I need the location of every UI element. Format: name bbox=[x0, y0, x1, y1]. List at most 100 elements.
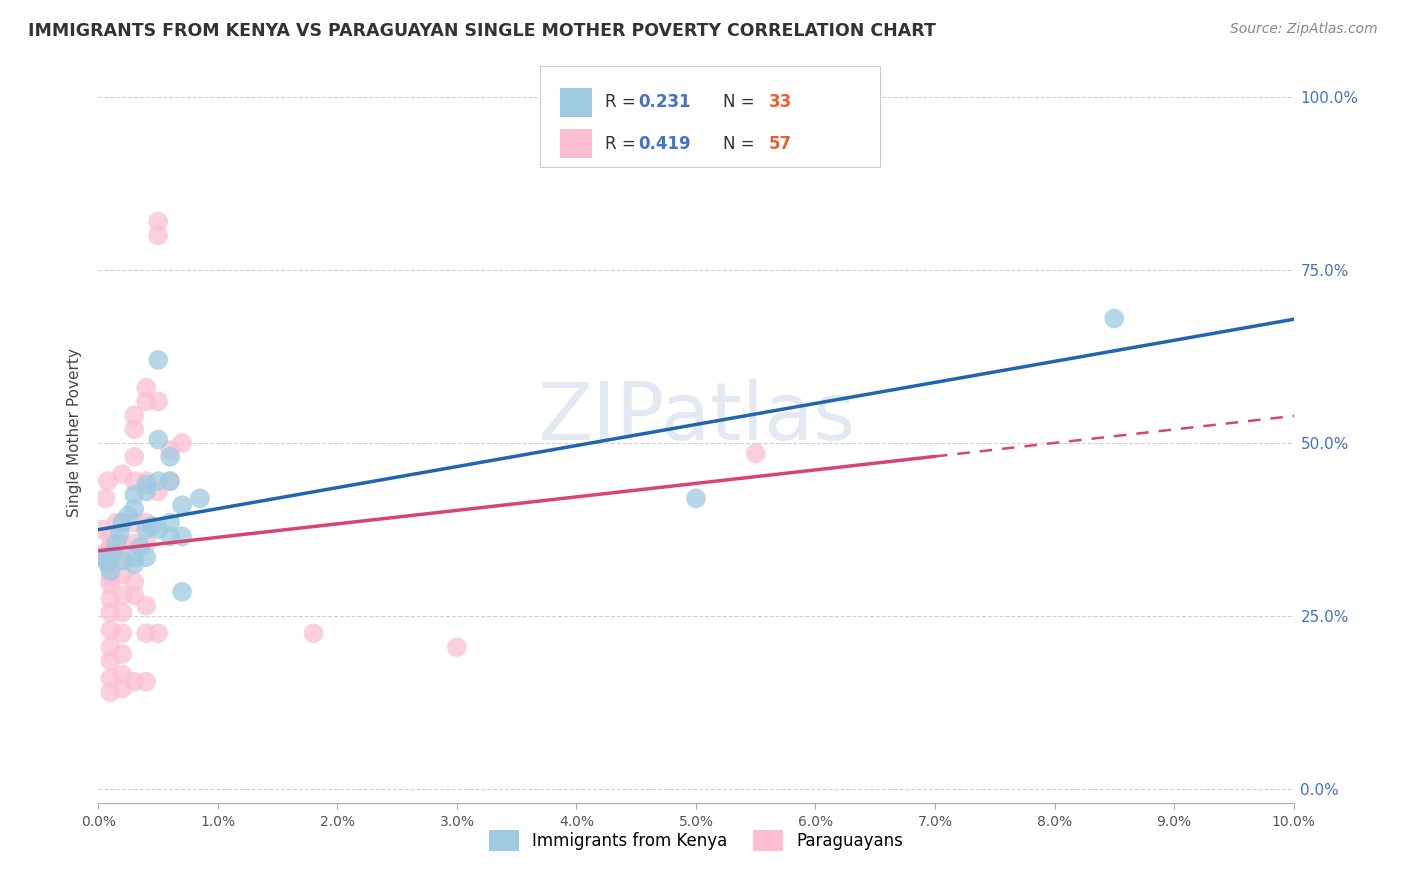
Text: 0.231: 0.231 bbox=[638, 94, 690, 112]
Point bbox=[111, 554, 134, 568]
Point bbox=[105, 536, 128, 550]
Point bbox=[124, 474, 146, 488]
Point bbox=[135, 523, 157, 537]
Point bbox=[105, 516, 128, 530]
Point bbox=[117, 508, 139, 523]
Point bbox=[148, 626, 170, 640]
Point bbox=[98, 654, 122, 668]
Point bbox=[124, 516, 146, 530]
Point bbox=[124, 557, 146, 571]
Point bbox=[91, 523, 114, 537]
Point bbox=[97, 557, 120, 571]
Point bbox=[111, 681, 134, 696]
Point bbox=[124, 488, 146, 502]
Point bbox=[98, 564, 122, 578]
Point bbox=[98, 671, 122, 685]
Point bbox=[159, 474, 181, 488]
Point bbox=[135, 381, 157, 395]
Point bbox=[124, 674, 146, 689]
Point bbox=[159, 450, 181, 464]
Point bbox=[124, 409, 146, 423]
Point bbox=[685, 491, 707, 506]
Point bbox=[129, 540, 152, 554]
Point bbox=[141, 519, 163, 533]
Point bbox=[98, 540, 122, 554]
Point bbox=[172, 436, 194, 450]
Point bbox=[148, 214, 170, 228]
Point bbox=[111, 516, 134, 530]
Point bbox=[98, 606, 122, 620]
Point bbox=[135, 484, 157, 499]
Point bbox=[188, 491, 211, 506]
Y-axis label: Single Mother Poverty: Single Mother Poverty bbox=[67, 348, 83, 517]
Point bbox=[135, 550, 157, 565]
Point bbox=[93, 547, 115, 561]
Point bbox=[172, 584, 194, 599]
Point bbox=[124, 574, 146, 589]
Point bbox=[111, 567, 134, 582]
Point bbox=[135, 394, 157, 409]
Point bbox=[148, 228, 170, 243]
Point bbox=[159, 516, 181, 530]
Point bbox=[111, 554, 134, 568]
Point bbox=[148, 433, 170, 447]
Point bbox=[111, 516, 134, 530]
Point bbox=[98, 560, 122, 574]
Text: N =: N = bbox=[723, 94, 761, 112]
Point bbox=[98, 571, 122, 585]
Point bbox=[96, 554, 118, 568]
Point bbox=[111, 588, 134, 602]
Point bbox=[124, 450, 146, 464]
Point bbox=[111, 467, 134, 482]
Point bbox=[108, 525, 131, 540]
Point bbox=[94, 491, 117, 506]
Point bbox=[111, 667, 134, 681]
Text: 33: 33 bbox=[769, 94, 792, 112]
Point bbox=[446, 640, 468, 654]
Text: ZIPatlas: ZIPatlas bbox=[537, 379, 855, 457]
Point bbox=[124, 588, 146, 602]
Point bbox=[172, 529, 194, 543]
Point bbox=[135, 477, 157, 491]
Text: R =: R = bbox=[606, 94, 641, 112]
Point bbox=[135, 599, 157, 613]
Point bbox=[98, 623, 122, 637]
Point bbox=[148, 394, 170, 409]
Text: R =: R = bbox=[606, 135, 641, 153]
Point bbox=[302, 626, 325, 640]
Point bbox=[159, 529, 181, 543]
Point bbox=[98, 529, 122, 543]
Point bbox=[111, 647, 134, 661]
Point bbox=[135, 474, 157, 488]
Point bbox=[124, 536, 146, 550]
Point bbox=[159, 442, 181, 457]
Point bbox=[148, 523, 170, 537]
Point bbox=[1104, 311, 1126, 326]
Point bbox=[745, 446, 768, 460]
Point bbox=[97, 474, 120, 488]
Text: 0.419: 0.419 bbox=[638, 135, 690, 153]
Point bbox=[101, 547, 124, 561]
Text: Source: ZipAtlas.com: Source: ZipAtlas.com bbox=[1230, 22, 1378, 37]
Point bbox=[98, 685, 122, 699]
Point bbox=[135, 674, 157, 689]
Point bbox=[124, 422, 146, 436]
Point bbox=[148, 474, 170, 488]
Point bbox=[111, 606, 134, 620]
Point bbox=[93, 550, 115, 565]
Legend: Immigrants from Kenya, Paraguayans: Immigrants from Kenya, Paraguayans bbox=[482, 823, 910, 857]
Point bbox=[135, 536, 157, 550]
Point bbox=[135, 626, 157, 640]
Point bbox=[135, 516, 157, 530]
Point bbox=[111, 626, 134, 640]
Point bbox=[98, 578, 122, 592]
Point bbox=[148, 353, 170, 368]
Text: IMMIGRANTS FROM KENYA VS PARAGUAYAN SINGLE MOTHER POVERTY CORRELATION CHART: IMMIGRANTS FROM KENYA VS PARAGUAYAN SING… bbox=[28, 22, 936, 40]
Point bbox=[98, 591, 122, 606]
Point bbox=[159, 474, 181, 488]
Point bbox=[98, 640, 122, 654]
Point bbox=[111, 536, 134, 550]
Text: 57: 57 bbox=[769, 135, 792, 153]
Point bbox=[172, 498, 194, 512]
Text: N =: N = bbox=[723, 135, 761, 153]
